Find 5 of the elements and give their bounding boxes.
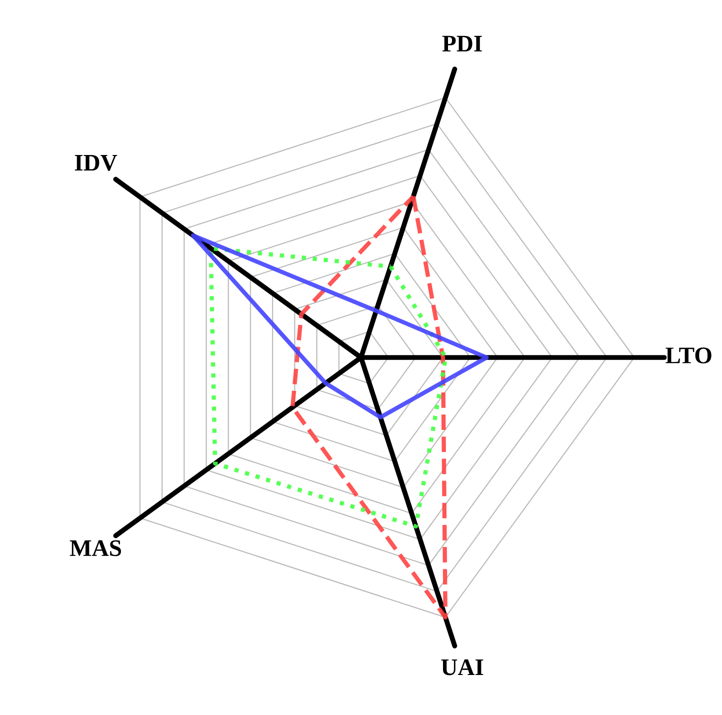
- spoke-label: MAS: [70, 540, 121, 556]
- spoke-label: PDI: [442, 36, 482, 52]
- spoke-label: UAI: [441, 659, 484, 676]
- spoke-label: IDV: [74, 155, 118, 171]
- spoke-label: LTO: [666, 348, 712, 364]
